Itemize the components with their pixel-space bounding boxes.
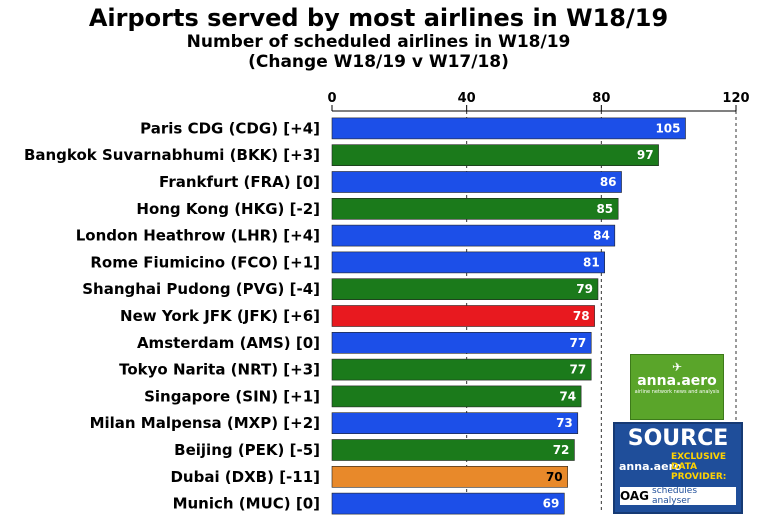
tick-label-80: 80 [592,91,610,106]
category-label: Beijing (PEK) [-5] [174,441,320,459]
source-provider-row: anna.aero EXCLUSIVE DATA PROVIDER: [615,452,741,482]
category-label: Singapore (SIN) [+1] [144,387,320,405]
bar [331,198,619,220]
value-label: 69 [543,497,560,511]
tick-label-40: 40 [458,91,476,106]
tick-label-120: 120 [722,91,749,106]
value-label: 77 [570,363,587,377]
bar [331,358,592,381]
category-label: Frankfurt (FRA) [0] [159,173,320,191]
bar [331,117,686,140]
category-label: Hong Kong (HKG) [-2] [136,200,320,218]
value-label: 84 [593,229,610,243]
source-title: SOURCE [627,426,729,451]
category-label: Dubai (DXB) [-11] [170,468,320,486]
bar [331,278,599,301]
oag-logo: OAG schedules analyser [620,486,736,506]
value-label: 72 [553,443,570,457]
bar [331,385,582,408]
anna-aero-tagline: airline network news and analysis [634,389,720,395]
exclusive-provider-text: EXCLUSIVE DATA PROVIDER: [671,452,727,482]
value-label: 73 [556,416,573,430]
category-label: New York JFK (JFK) [+6] [120,307,320,325]
anna-aero-logo: ✈ anna.aero airline network news and ana… [630,354,724,420]
value-label: 97 [637,148,654,162]
bar [331,412,579,435]
chart-titles: Airports served by most airlines in W18/… [0,4,757,72]
value-label: 79 [576,282,593,296]
chart-subtitle: Number of scheduled airlines in W18/19 [186,32,571,52]
chart-title: Airports served by most airlines in W18/… [88,4,669,32]
anna-aero-brand: anna.aero [637,373,717,389]
value-label: 85 [596,202,613,216]
bar [331,171,622,193]
bar [331,144,659,166]
bar [331,492,565,515]
category-label: London Heathrow (LHR) [+4] [76,227,320,245]
bar [331,465,568,488]
value-label: 81 [583,255,600,269]
category-label: Paris CDG (CDG) [+4] [140,119,320,137]
value-label: 105 [655,121,680,135]
value-label: 70 [546,470,563,484]
bar [331,224,616,247]
bar [331,331,592,354]
bar [331,439,575,461]
bar [331,251,606,274]
oag-product: schedules analyser [652,486,698,506]
value-label: 86 [600,175,617,189]
chart-subtitle-change: (Change W18/19 v W17/18) [248,52,509,72]
source-anna-brand: anna.aero [619,460,682,473]
category-label: Tokyo Narita (NRT) [+3] [119,361,320,379]
airplane-icon: ✈ [671,360,683,374]
category-label: Rome Fiumicino (FCO) [+1] [90,253,320,271]
category-label: Milan Malpensa (MXP) [+2] [90,414,320,432]
tick-label-0: 0 [327,91,336,106]
category-label: Amsterdam (AMS) [0] [137,334,320,352]
category-label: Bangkok Suvarnabhumi (BKK) [+3] [24,146,320,164]
oag-brand: OAG [620,489,650,503]
value-label: 77 [570,336,587,350]
category-label: Shanghai Pudong (PVG) [-4] [82,280,320,298]
category-label: Munich (MUC) [0] [173,495,320,513]
source-badge: SOURCE anna.aero EXCLUSIVE DATA PROVIDER… [613,422,743,514]
bar [331,305,595,327]
value-label: 78 [573,309,590,323]
value-label: 74 [559,389,576,403]
